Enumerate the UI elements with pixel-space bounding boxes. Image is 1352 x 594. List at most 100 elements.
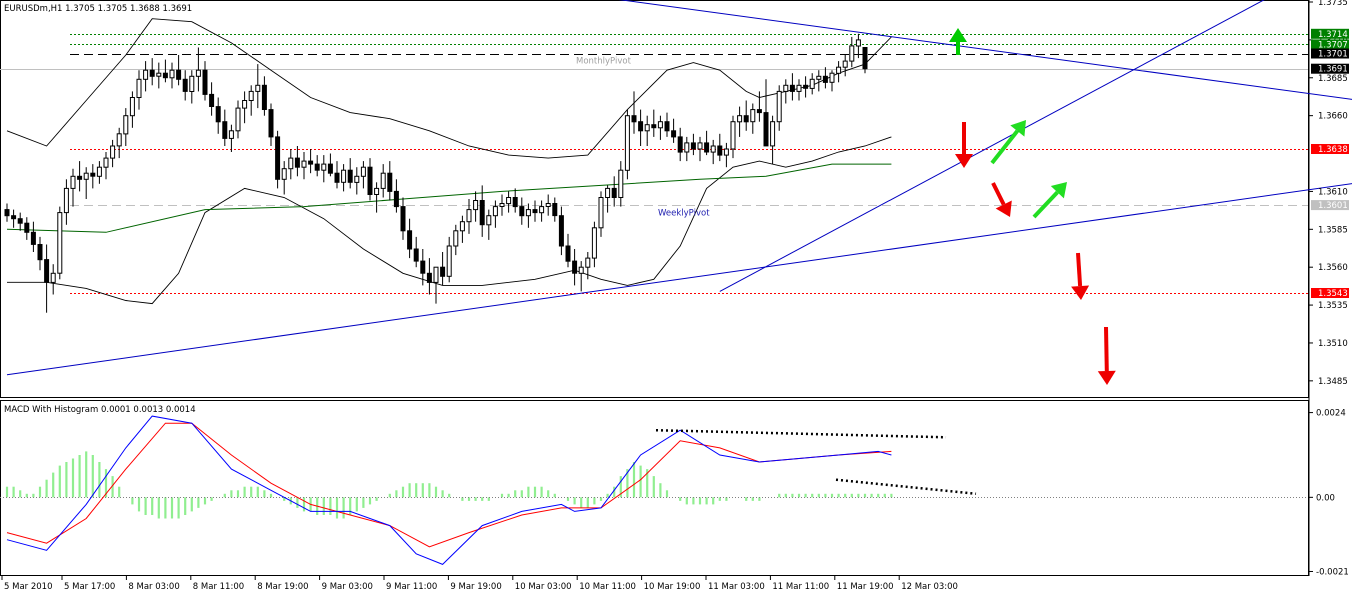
x-tick-label: 10 Mar 19:00 xyxy=(644,582,701,592)
up-arrow-green-1 xyxy=(949,28,967,42)
up-arrow-green-3 xyxy=(1050,182,1067,199)
candle-body xyxy=(565,245,571,262)
trendline xyxy=(6,183,1352,376)
moving-average xyxy=(6,163,892,233)
macd-title: MACD With Histogram 0.0001 0.0013 0.0014 xyxy=(4,405,196,415)
candle-body xyxy=(855,39,861,47)
candle-body xyxy=(281,168,287,180)
candle-body xyxy=(202,69,208,95)
pivot-label: MonthlyPivot xyxy=(576,57,632,67)
candle-body xyxy=(737,115,743,123)
candle-body xyxy=(44,259,50,283)
candle-body xyxy=(347,169,353,183)
candle-body xyxy=(440,266,446,277)
x-tick-label: 11 Mar 19:00 xyxy=(837,582,894,592)
candle-body xyxy=(380,172,386,189)
macd-main-line xyxy=(6,415,892,565)
candle-body xyxy=(189,75,195,93)
y-tick-label: 1.3610 xyxy=(1318,187,1348,197)
candle-body xyxy=(578,266,584,274)
candle-body xyxy=(789,84,795,92)
candle-body xyxy=(552,203,558,217)
y-tick-label: 1.3485 xyxy=(1318,377,1348,387)
divergence-line xyxy=(655,428,947,439)
level-labels: MonthlyPivot WeeklyPivot xyxy=(576,57,710,219)
down-arrow-red-3-shaft xyxy=(1076,252,1083,287)
down-arrow-red-1 xyxy=(955,154,973,168)
candle-body xyxy=(651,124,657,129)
price-tag-label: 1.3714 xyxy=(1318,30,1348,40)
candle-body xyxy=(407,230,413,250)
x-tick-label: 11 Mar 11:00 xyxy=(772,582,829,592)
candle-body xyxy=(24,222,30,233)
price-tag xyxy=(1311,144,1349,154)
candle-body xyxy=(83,172,89,180)
candle-body xyxy=(730,121,736,150)
candle-body xyxy=(4,209,10,217)
candle-body xyxy=(123,115,129,135)
candle-body xyxy=(644,124,650,132)
up-arrow-green-3-shaft xyxy=(1032,190,1059,219)
candle-body xyxy=(308,160,314,165)
candle-body xyxy=(506,197,512,205)
candle-body xyxy=(763,112,769,147)
trendline xyxy=(719,0,1265,292)
candle-body xyxy=(354,175,360,183)
candle-body xyxy=(215,106,221,123)
trendline xyxy=(618,0,1352,100)
candle-body xyxy=(90,172,96,177)
candle-body xyxy=(11,215,17,220)
price-tag-label: 1.3691 xyxy=(1318,65,1348,75)
bollinger-lower xyxy=(7,136,892,305)
candle-body xyxy=(697,142,703,150)
candle-body xyxy=(829,72,835,83)
x-tick-label: 10 Mar 03:00 xyxy=(515,582,572,592)
price-tag-label: 1.3701 xyxy=(1318,50,1348,60)
macd-tick-label: 0.0024 xyxy=(1316,409,1346,419)
candle-body xyxy=(195,69,201,77)
candle-body xyxy=(209,93,215,108)
candle-body xyxy=(367,166,373,195)
candle-body xyxy=(156,72,162,77)
candle-body xyxy=(849,45,855,62)
candle-body xyxy=(162,72,168,79)
candle-body xyxy=(37,244,43,261)
y-tick-label: 1.3585 xyxy=(1318,225,1348,235)
candle-body xyxy=(50,272,56,283)
macd-lines xyxy=(6,415,892,565)
candle-body xyxy=(30,231,36,245)
candle-body xyxy=(116,133,122,147)
candle-body xyxy=(743,115,749,123)
candle-body xyxy=(479,200,485,226)
price-tag-label: 1.3638 xyxy=(1318,145,1348,155)
y-tick-label: 1.3510 xyxy=(1318,339,1348,349)
x-tick-label: 5 Mar 17:00 xyxy=(64,582,115,592)
candle-body xyxy=(261,84,267,111)
candle-body xyxy=(433,266,439,283)
candle-body xyxy=(248,90,254,102)
candle-body xyxy=(374,187,380,195)
candle-body xyxy=(690,142,696,150)
candle-body xyxy=(525,209,531,217)
candle-body xyxy=(572,260,578,274)
price-tag-label: 1.3543 xyxy=(1318,289,1348,299)
candle-body xyxy=(129,97,135,117)
candle-body xyxy=(624,115,630,171)
price-tag xyxy=(1311,200,1349,211)
price-tag xyxy=(1311,28,1349,39)
y-tick-label: 1.3685 xyxy=(1318,74,1348,84)
candle-body xyxy=(618,169,624,198)
ma-line xyxy=(6,163,892,233)
candle-body xyxy=(631,115,637,123)
candle-body xyxy=(446,245,452,277)
candle-body xyxy=(301,160,307,168)
candle-body xyxy=(420,260,426,274)
candle-body xyxy=(228,130,234,139)
candle-body xyxy=(242,100,248,109)
candle-body xyxy=(605,187,611,198)
candle-body xyxy=(816,75,822,80)
candle-body xyxy=(235,107,241,132)
time-axis: 5 Mar 2010 5 Mar 17:00 8 Mar 03:00 8 Mar 11… xyxy=(1,576,958,592)
